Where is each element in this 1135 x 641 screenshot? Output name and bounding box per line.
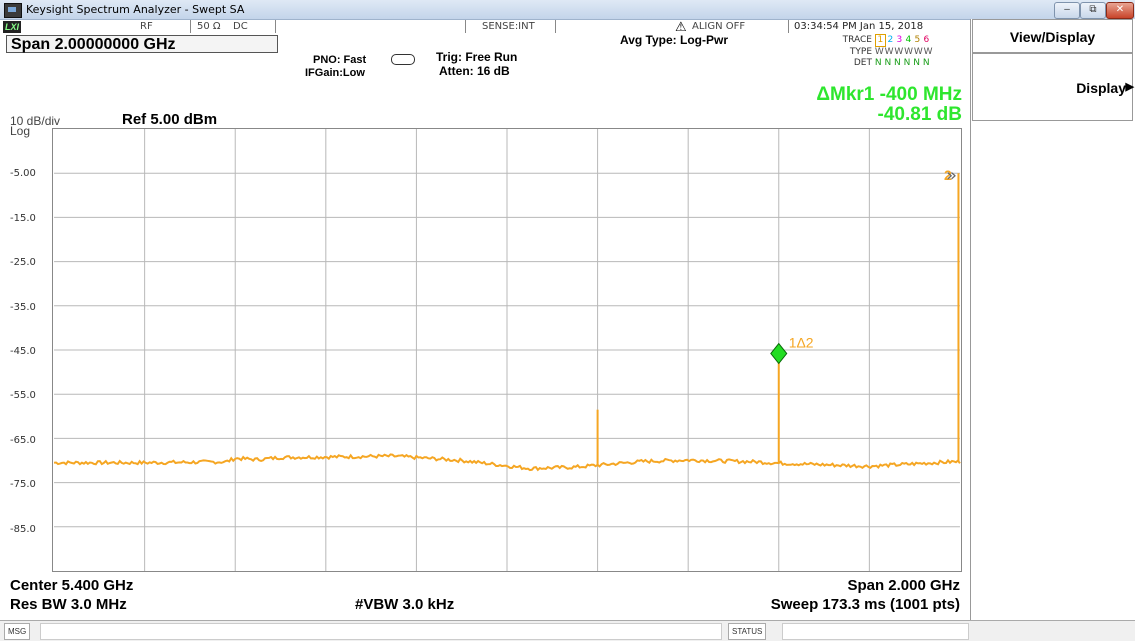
y-tick-label: -35.0 xyxy=(10,301,36,313)
y-tick-label: -25.0 xyxy=(10,257,36,269)
pno-status: PNO: Fast xyxy=(313,54,367,66)
status-area xyxy=(782,623,969,640)
avg-type-status: Avg Type: Log-Pwr xyxy=(620,33,728,47)
trace-detectors: N N N N N N xyxy=(874,58,930,68)
spectrum-plot[interactable]: 1Δ2 2» xyxy=(52,128,962,572)
trace-types: W W W W W W xyxy=(874,47,933,57)
trace-number-2: 2 xyxy=(887,35,894,45)
span-value: Span 2.000 GHz xyxy=(847,577,960,594)
scale-div: 10 dB/div xyxy=(10,114,61,128)
message-area xyxy=(40,623,722,640)
softkey-display-label: Display xyxy=(1076,80,1126,96)
coupling-status: DC xyxy=(233,21,248,32)
sense-status: SENSE:INT xyxy=(482,21,535,32)
grid-lines xyxy=(54,129,960,571)
center-freq: Center 5.400 GHz xyxy=(10,577,134,594)
msg-button[interactable]: MSG xyxy=(4,623,31,640)
y-tick-label: -5.00 xyxy=(10,168,36,180)
ifgain-status: IFGain:Low xyxy=(305,67,365,79)
y-tick-label: -55.0 xyxy=(10,390,36,402)
y-tick-label: -75.0 xyxy=(10,479,36,491)
minimize-icon[interactable]: – xyxy=(1054,2,1080,19)
atten-status: Atten: 16 dB xyxy=(439,64,510,78)
softkey-view-display-title: View/Display xyxy=(972,19,1133,53)
marker-2-label: 2 xyxy=(944,167,952,183)
res-bw: Res BW 3.0 MHz xyxy=(10,596,127,613)
trace-1-line xyxy=(53,453,961,472)
offscreen-marker-icon: » xyxy=(946,165,957,186)
align-status: ALIGN OFF xyxy=(692,21,746,32)
scale-log: Log xyxy=(10,124,31,138)
status-button[interactable]: STATUS xyxy=(728,623,767,640)
warning-icon: ⚠ xyxy=(675,19,687,34)
loop-icon xyxy=(391,54,415,65)
message-bar: MSG STATUS xyxy=(0,620,1135,641)
maximize-icon[interactable]: ⧉ xyxy=(1080,2,1106,19)
trace-number-1: 1 xyxy=(874,34,886,47)
softkey-display[interactable]: Display ▶ xyxy=(972,53,1134,121)
y-tick-label: -15.0 xyxy=(10,212,36,224)
trig-status: Trig: Free Run xyxy=(436,50,518,64)
y-tick-label: -85.0 xyxy=(10,523,36,535)
marker-delta-freq: ΔMkr1 -400 MHz xyxy=(816,84,962,105)
impedance-status: 50 Ω xyxy=(197,21,221,32)
marker-1-label: 1Δ2 xyxy=(789,335,814,351)
datetime-status: 03:34:54 PM Jan 15, 2018 xyxy=(794,21,924,32)
close-icon[interactable]: ✕ xyxy=(1106,2,1134,19)
rf-status: RF xyxy=(140,21,153,32)
trace-number-5: 5 xyxy=(914,35,921,45)
y-tick-label: -65.0 xyxy=(10,434,36,446)
marker-delta-amp: -40.81 dB xyxy=(877,104,962,125)
window-title: Keysight Spectrum Analyzer - Swept SA xyxy=(26,3,245,16)
marker-1-diamond[interactable] xyxy=(770,342,788,365)
trace-number-4: 4 xyxy=(905,35,912,45)
trace-number-6: 6 xyxy=(923,35,930,45)
app-icon xyxy=(4,3,22,18)
trace-number-3: 3 xyxy=(896,35,903,45)
ref-level: Ref 5.00 dBm xyxy=(122,111,218,128)
sweep-time: Sweep 173.3 ms (1001 pts) xyxy=(770,596,960,613)
window-title-bar: Keysight Spectrum Analyzer - Swept SA – … xyxy=(0,0,1135,20)
y-tick-label: -45.0 xyxy=(10,346,36,357)
vbw: #VBW 3.0 kHz xyxy=(355,596,455,613)
span-title[interactable]: Span 2.00000000 GHz xyxy=(6,35,278,53)
lxi-badge: LXI xyxy=(3,21,21,33)
arrow-right-icon: ▶ xyxy=(1125,81,1134,93)
